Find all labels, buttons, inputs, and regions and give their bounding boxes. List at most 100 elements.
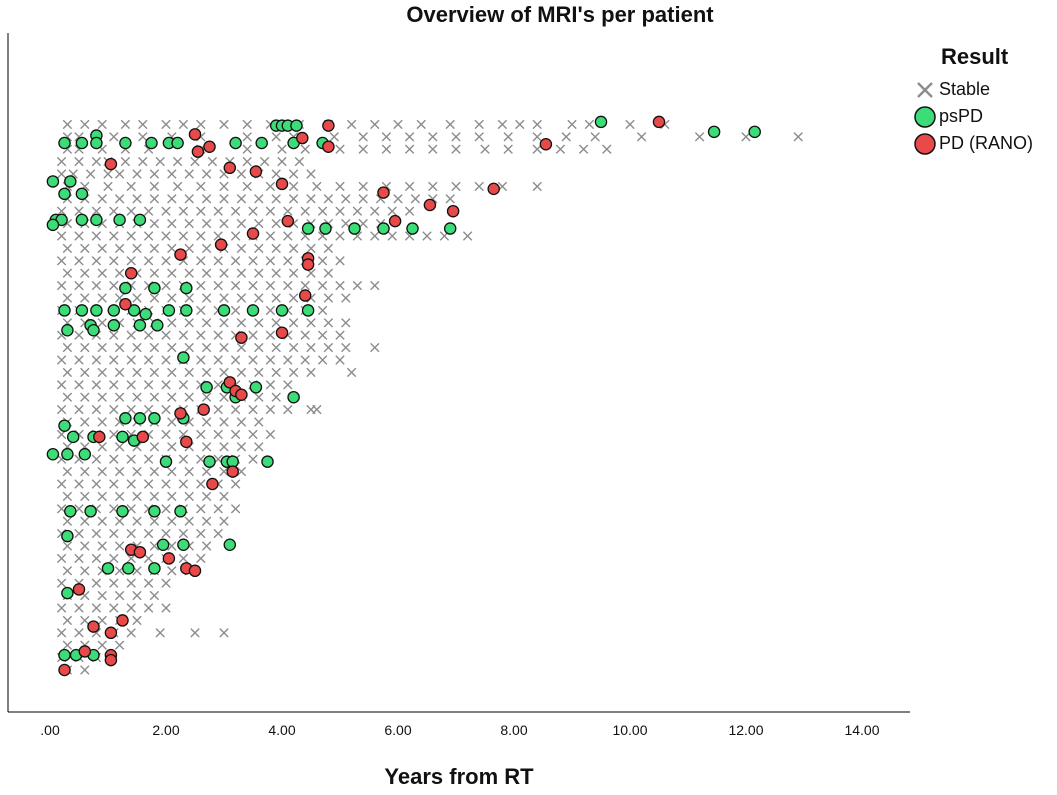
stable-point: [532, 181, 542, 192]
legend-label-pspd: psPD: [939, 106, 984, 126]
stable-point: [74, 280, 84, 291]
stable-point: [80, 243, 90, 254]
stable-point: [91, 355, 102, 365]
pspd-point: [255, 136, 268, 150]
stable-point: [91, 280, 102, 291]
stable-point: [80, 392, 90, 402]
stable-point: [149, 243, 160, 254]
legend-item-pd: PD (RANO): [912, 130, 1057, 157]
stable-point: [207, 156, 218, 167]
stable-point: [190, 628, 200, 638]
stable-point: [178, 380, 189, 390]
stable-point: [132, 342, 142, 353]
stable-point: [254, 442, 264, 452]
pspd-point: [58, 648, 71, 662]
stable-point: [288, 181, 299, 192]
stable-point: [277, 144, 287, 154]
stable-point: [114, 442, 125, 452]
stable-point: [196, 305, 206, 316]
stable-point: [184, 243, 194, 254]
stable-point: [132, 466, 142, 477]
pspd-point: [78, 447, 92, 461]
pd-point: [275, 326, 289, 339]
legend-title: Result: [941, 44, 1009, 69]
stable-point: [196, 429, 206, 440]
stable-point: [352, 280, 363, 291]
stable-point: [91, 231, 102, 241]
pspd-point: [46, 175, 60, 188]
stable-point: [219, 293, 229, 303]
pspd-point: [116, 505, 129, 518]
stable-point: [300, 144, 310, 154]
stable-point: [62, 367, 73, 378]
stable-point: [288, 342, 299, 353]
stable-point: [74, 479, 84, 489]
stable-point: [254, 194, 264, 204]
green-circle-icon: [914, 105, 936, 128]
pspd-point: [174, 505, 187, 518]
stable-point: [62, 615, 73, 626]
stable-point: [370, 206, 380, 216]
pd-point: [136, 430, 150, 444]
pspd-point: [748, 125, 761, 139]
pspd-point: [46, 218, 60, 232]
stable-point: [196, 231, 206, 241]
pspd-point: [101, 562, 115, 575]
stable-point: [161, 119, 171, 130]
pspd-point: [594, 115, 608, 129]
stable-point: [532, 119, 542, 130]
pspd-point: [107, 304, 121, 317]
x-tick-label: 10.00: [612, 722, 647, 738]
stable-point: [300, 206, 310, 216]
stable-point: [567, 119, 577, 130]
stable-point: [172, 156, 183, 167]
stable-point: [236, 318, 247, 328]
stable-point: [184, 218, 194, 229]
pd-point: [93, 430, 106, 444]
pspd-point: [377, 222, 390, 235]
stable-point: [74, 528, 84, 539]
pspd-point: [119, 412, 132, 425]
stable-point: [335, 144, 345, 154]
stable-point: [201, 268, 212, 278]
stable-point: [167, 293, 177, 303]
stable-point: [109, 280, 119, 291]
pspd-point: [75, 187, 89, 201]
pspd-point: [246, 304, 260, 317]
pd-point: [446, 204, 460, 218]
stable-point: [236, 194, 247, 204]
stable-point: [323, 268, 334, 278]
pspd-point: [148, 505, 161, 518]
stable-point: [196, 355, 206, 365]
stable-point: [219, 491, 229, 502]
stable-point: [271, 218, 281, 229]
stable-point: [56, 553, 67, 564]
x-marker-icon: [917, 81, 933, 98]
stable-point: [230, 256, 241, 266]
stable-point: [213, 206, 223, 216]
stable-point: [323, 194, 334, 204]
stable-point: [109, 256, 119, 266]
pspd-series: [46, 115, 761, 662]
stable-point: [149, 194, 160, 204]
stable-point: [126, 553, 136, 564]
stable-point: [271, 268, 281, 278]
stable-point: [201, 417, 212, 427]
x-tick-labels: .00 2.00 4.00 6.00 8.00 10.00 12.00 14.00: [40, 722, 879, 738]
stable-point: [62, 541, 73, 551]
stable-point: [283, 280, 293, 291]
stable-point: [56, 355, 67, 365]
stable-point: [149, 367, 160, 378]
pspd-point: [287, 390, 300, 404]
stable-point: [283, 206, 293, 216]
stable-point: [143, 578, 154, 588]
pd-point: [223, 376, 237, 389]
stable-point: [248, 404, 258, 415]
stable-point: [56, 156, 67, 167]
stable-point: [196, 280, 206, 291]
stable-point: [74, 380, 84, 390]
pd-point: [133, 545, 147, 559]
stable-point: [178, 454, 189, 464]
stable-point: [341, 194, 351, 204]
stable-point: [283, 256, 293, 266]
